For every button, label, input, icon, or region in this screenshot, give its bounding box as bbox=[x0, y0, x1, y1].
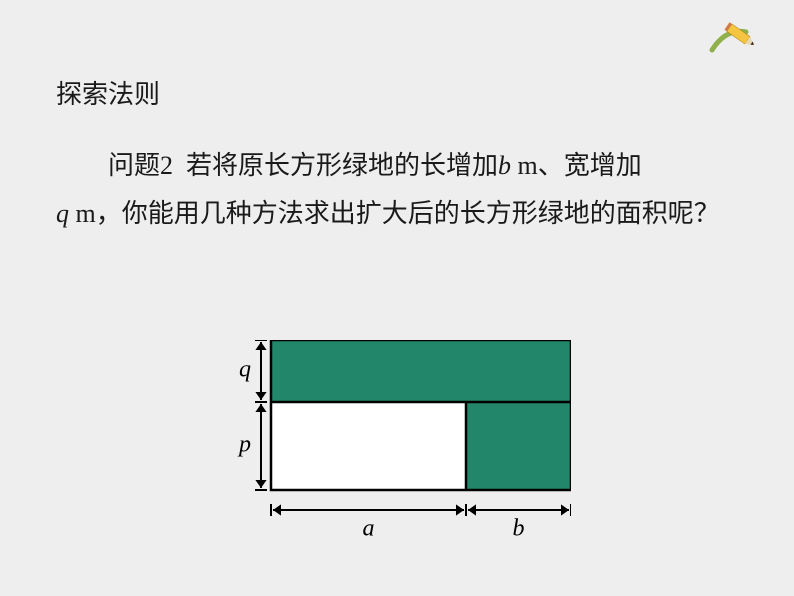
problem-label: 问题2 bbox=[108, 151, 173, 180]
problem-text: 问题2 若将原长方形绿地的长增加b m、宽增加 q m，你能用几种方法求出扩大后的… bbox=[56, 142, 746, 238]
pencil-icon bbox=[708, 18, 756, 59]
text-segment: 你能用几种方法求出扩大后的长方形绿地的面积呢？ bbox=[122, 199, 720, 228]
svg-text:p: p bbox=[237, 432, 251, 458]
var-b: b bbox=[498, 151, 511, 180]
section-heading: 探索法则 bbox=[56, 74, 160, 111]
svg-text:q: q bbox=[239, 357, 251, 383]
unit-m2: m， bbox=[69, 199, 122, 228]
rectangle-diagram: q p a b bbox=[226, 340, 571, 553]
text-segment: 宽增加 bbox=[564, 151, 642, 180]
text-segment: 若将原长方形绿地的长增加 bbox=[186, 151, 498, 180]
svg-text:b: b bbox=[513, 516, 525, 542]
unit-m1: m、 bbox=[511, 151, 564, 180]
var-q: q bbox=[56, 199, 69, 228]
svg-text:a: a bbox=[363, 516, 375, 542]
